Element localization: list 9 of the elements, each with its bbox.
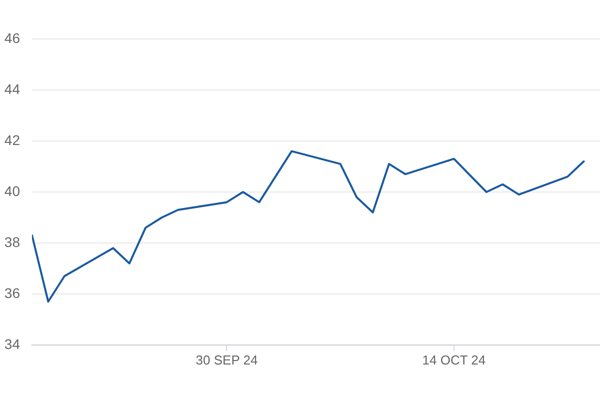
- y-tick-label: 44: [4, 80, 20, 97]
- y-tick-label: 36: [4, 284, 20, 301]
- y-tick-label: 34: [4, 336, 20, 352]
- y-tick-label: 42: [4, 132, 20, 148]
- y-tick-label: 46: [4, 30, 20, 46]
- y-tick-label: 40: [4, 182, 20, 199]
- x-tick-label: 14 OCT 24: [422, 352, 486, 368]
- y-tick-label: 38: [4, 234, 20, 250]
- x-tick-label: 30 SEP 24: [196, 352, 258, 368]
